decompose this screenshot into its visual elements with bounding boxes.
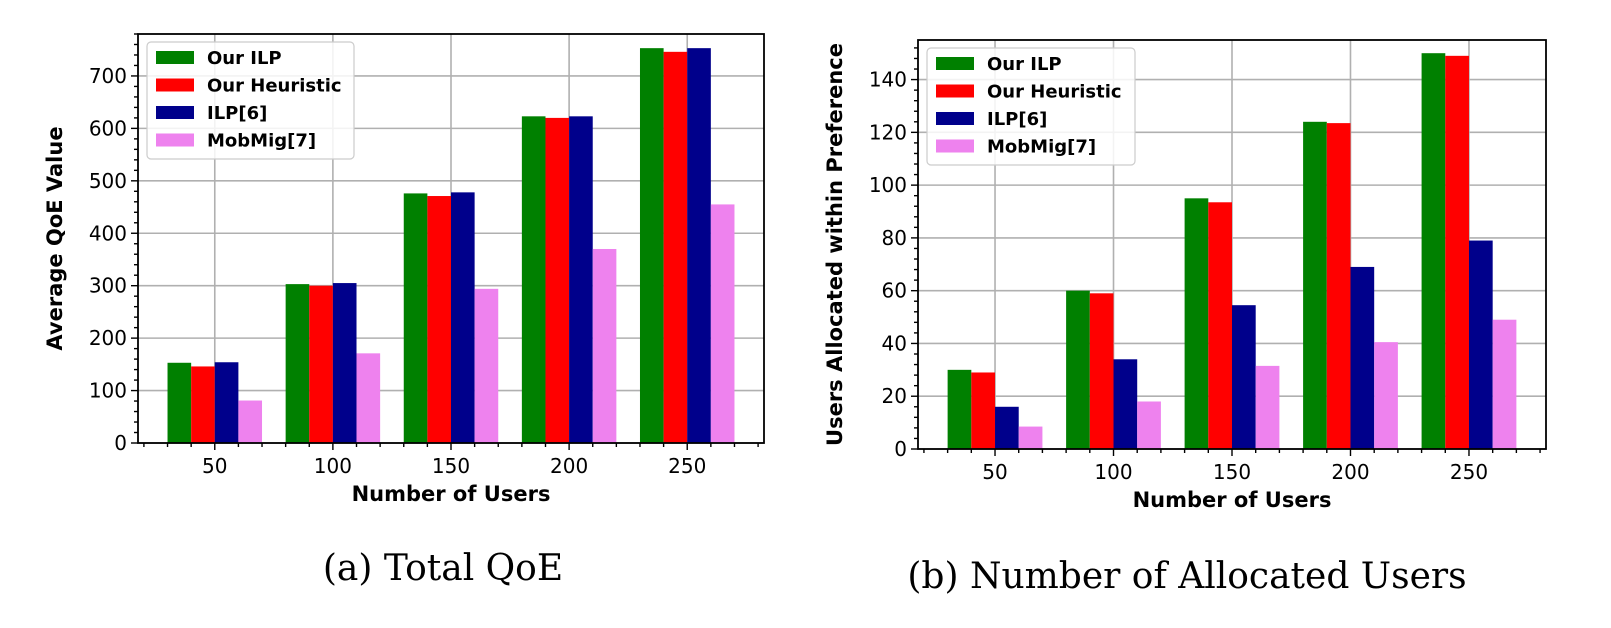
chart-b-bar <box>1066 290 1090 449</box>
chart-b-xtick-label: 100 <box>1094 460 1132 484</box>
chart-a-bar <box>521 116 546 444</box>
chart-b-bar <box>1468 240 1493 449</box>
chart-a-bar <box>545 117 570 444</box>
chart-b-bar <box>1208 202 1232 449</box>
chart-a-bar <box>569 116 593 444</box>
chart-b-legend-label: MobMig[7] <box>987 137 1096 158</box>
chart-b-legend-label: ILP[6] <box>987 109 1047 130</box>
chart-b-bar <box>947 369 972 449</box>
chart-a-bar <box>332 283 357 443</box>
chart-a-bar <box>427 196 451 443</box>
chart-a-ylabel: Average QoE Value <box>43 126 67 350</box>
chart-b-legend: Our ILP Our Heuristic ILP[6] MobMig[7] <box>926 47 1136 166</box>
chart-b-bar <box>971 372 996 449</box>
chart-a-bar <box>451 192 475 443</box>
chart-b-bar <box>1089 293 1114 449</box>
chart-b-bar <box>995 406 1019 449</box>
chart-a-bar <box>214 362 239 443</box>
chart-a-total-qoe: 0 100 200 300 400 500 600 700 50 100 150 200 250 Numb… <box>43 33 765 589</box>
chart-a-legend-label: ILP[6] <box>207 103 267 124</box>
chart-b-xtick-label: 150 <box>1213 460 1251 484</box>
chart-a-ytick-label: 400 <box>89 221 127 245</box>
chart-a-ytick-label: 700 <box>89 64 127 88</box>
chart-a-legend-label: Our ILP <box>207 48 282 69</box>
chart-b-legend-swatch <box>936 57 974 70</box>
chart-b-ytick-label: 20 <box>882 384 907 408</box>
chart-a-legend-swatch <box>156 78 194 92</box>
chart-a-bar <box>474 288 499 443</box>
chart-a-ytick-label: 100 <box>89 379 127 403</box>
chart-b-ytick-label: 120 <box>869 120 907 144</box>
chart-b-ytick-label: 100 <box>869 173 907 197</box>
chart-a-bar <box>687 48 711 444</box>
chart-a-legend-swatch <box>156 133 194 147</box>
chart-a-bar <box>663 51 688 443</box>
chart-a-bar <box>191 366 215 443</box>
chart-b-bar <box>1445 55 1469 450</box>
chart-a-legend-box <box>146 41 355 160</box>
chart-b-bar <box>1113 359 1138 449</box>
chart-b-xtick-label: 50 <box>982 460 1007 484</box>
chart-a-bar <box>356 353 381 443</box>
chart-a-xtick-label: 150 <box>432 454 470 478</box>
chart-a-caption: (a) Total QoE <box>323 548 563 589</box>
chart-b-bar <box>1492 319 1517 449</box>
chart-b-ytick-label: 40 <box>882 331 907 355</box>
chart-a-legend-label: MobMig[7] <box>207 131 316 152</box>
chart-b-bar <box>1326 123 1351 449</box>
chart-a-legend-label: Our Heuristic <box>207 76 342 97</box>
chart-b-ytick-label: 0 <box>894 437 907 461</box>
chart-b-bar <box>1374 342 1398 449</box>
chart-a-xtick-label: 50 <box>202 454 227 478</box>
chart-b-bar <box>1303 121 1327 450</box>
chart-a-legend-swatch <box>156 51 194 64</box>
chart-a-ytick-label: 500 <box>89 169 127 193</box>
chart-a-bar <box>167 362 192 443</box>
chart-b-ytick-label: 60 <box>882 279 907 303</box>
chart-b-caption: (b) Number of Allocated Users <box>907 556 1466 597</box>
chart-b-ytick-label: 140 <box>869 68 907 92</box>
chart-b-bar <box>1232 305 1256 449</box>
chart-b-bar <box>1184 198 1209 449</box>
chart-a-ytick-label: 0 <box>114 431 127 455</box>
chart-a-bar <box>403 193 428 443</box>
chart-b-bar <box>1421 53 1446 450</box>
chart-b-allocated-users: 0 20 40 60 80 100 120 140 50 100 150 200 250 Number o… <box>823 39 1547 597</box>
chart-a-bar <box>285 284 310 443</box>
chart-a-legend: Our ILP Our Heuristic ILP[6] MobMig[7] <box>146 41 355 160</box>
chart-a-legend-swatch <box>156 106 194 119</box>
chart-b-legend-swatch <box>936 112 974 125</box>
chart-a-bar <box>639 48 664 444</box>
chart-b-bar <box>1137 401 1161 449</box>
chart-a-ytick-label: 600 <box>89 116 127 140</box>
chart-b-xtick-label: 200 <box>1331 460 1369 484</box>
chart-b-ytick-label: 80 <box>882 226 907 250</box>
chart-a-xtick-label: 250 <box>668 454 706 478</box>
chart-b-bar <box>1255 365 1280 449</box>
chart-a-bar <box>592 248 617 443</box>
chart-b-legend-swatch <box>936 139 974 153</box>
chart-b-ylabel: Users Allocated within Preference <box>823 43 847 446</box>
chart-b-bar <box>1350 266 1375 449</box>
chart-a-bar <box>238 400 263 443</box>
chart-a-xlabel: Number of Users <box>352 482 551 506</box>
chart-b-bar <box>1018 426 1043 449</box>
chart-a-xtick-label: 100 <box>314 454 352 478</box>
chart-a-ytick-label: 300 <box>89 274 127 298</box>
chart-b-legend-swatch <box>936 84 974 98</box>
chart-a-bar <box>710 204 735 443</box>
chart-a-bar <box>309 285 333 443</box>
chart-b-legend-label: Our Heuristic <box>987 82 1122 103</box>
chart-b-xlabel: Number of Users <box>1133 488 1332 512</box>
chart-b-legend-box <box>926 47 1136 166</box>
chart-b-xtick-label: 250 <box>1450 460 1488 484</box>
chart-b-legend-label: Our ILP <box>987 54 1062 75</box>
chart-a-xtick-label: 200 <box>550 454 588 478</box>
chart-a-ytick-label: 200 <box>89 326 127 350</box>
